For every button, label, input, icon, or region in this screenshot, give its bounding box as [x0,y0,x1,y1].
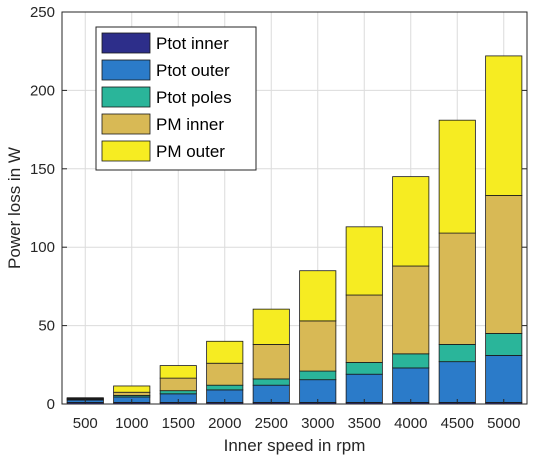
bar-segment [438,344,476,363]
bar-segment [299,270,337,322]
bar-segment [438,361,476,403]
legend-swatch [101,86,151,108]
tick-layer: 0 50 100 150 200 250 500 1000 1500 2000 2500 3000 35… [30,4,527,432]
bar-segment [345,362,383,375]
legend-swatch [101,140,151,162]
bar-segment [159,377,197,392]
y-axis-label: Power loss in W [5,147,24,269]
bar-segment [252,344,290,380]
y-tick-label: 50 [38,318,55,335]
bar-segment [392,367,430,403]
legend-swatch [101,59,151,81]
plot-frame [61,11,528,405]
bar-segment [438,232,476,345]
bar-segment [113,391,151,396]
x-tick-label: 5000 [487,415,520,432]
x-tick-label: 2000 [208,415,241,432]
legend-swatch [101,113,151,135]
x-tick-label: 3000 [301,415,334,432]
bar-segment [206,384,244,391]
legend-label: PM inner [156,115,224,134]
legend-swatch [101,32,151,54]
bar-segment [345,226,383,296]
bar-segment [485,55,523,196]
x-tick-label: 500 [73,415,98,432]
bar-segment [345,294,383,363]
bar-segment [485,195,523,334]
y-tick-label: 150 [30,161,55,178]
bar-segment [159,390,197,395]
x-tick-label: 1000 [115,415,148,432]
x-tick-label: 4500 [441,415,474,432]
bar-segment [206,340,244,364]
legend-label: Ptot outer [156,61,230,80]
bar-segment [438,119,476,234]
legend-label: Ptot inner [156,34,229,53]
bar-segment [485,354,523,403]
legend-label: Ptot poles [156,88,232,107]
bar-segment [345,373,383,403]
legend-label: PM outer [156,142,225,161]
x-tick-label: 2500 [255,415,288,432]
bar-segment [392,265,430,355]
bar-segment [159,365,197,379]
bar-segment [485,333,523,356]
bar-segment [392,176,430,267]
bar-segment [66,397,104,399]
y-tick-label: 0 [47,396,55,413]
bar-segment [299,370,337,381]
x-axis-label: Inner speed in rpm [224,436,366,455]
bar-segment [252,308,290,345]
legend: Ptot inner Ptot outer Ptot poles PM inner PM… [95,26,257,171]
y-tick-label: 100 [30,239,55,256]
x-tick-label: 3500 [348,415,381,432]
bar-segment [392,353,430,369]
bar-segment [252,378,290,386]
y-tick-label: 200 [30,82,55,99]
bar-segment [113,385,151,393]
x-tick-label: 1500 [162,415,195,432]
bar-segment [299,320,337,372]
bar-segment [206,362,244,386]
y-tick-label: 250 [30,4,55,21]
x-tick-label: 4000 [394,415,427,432]
